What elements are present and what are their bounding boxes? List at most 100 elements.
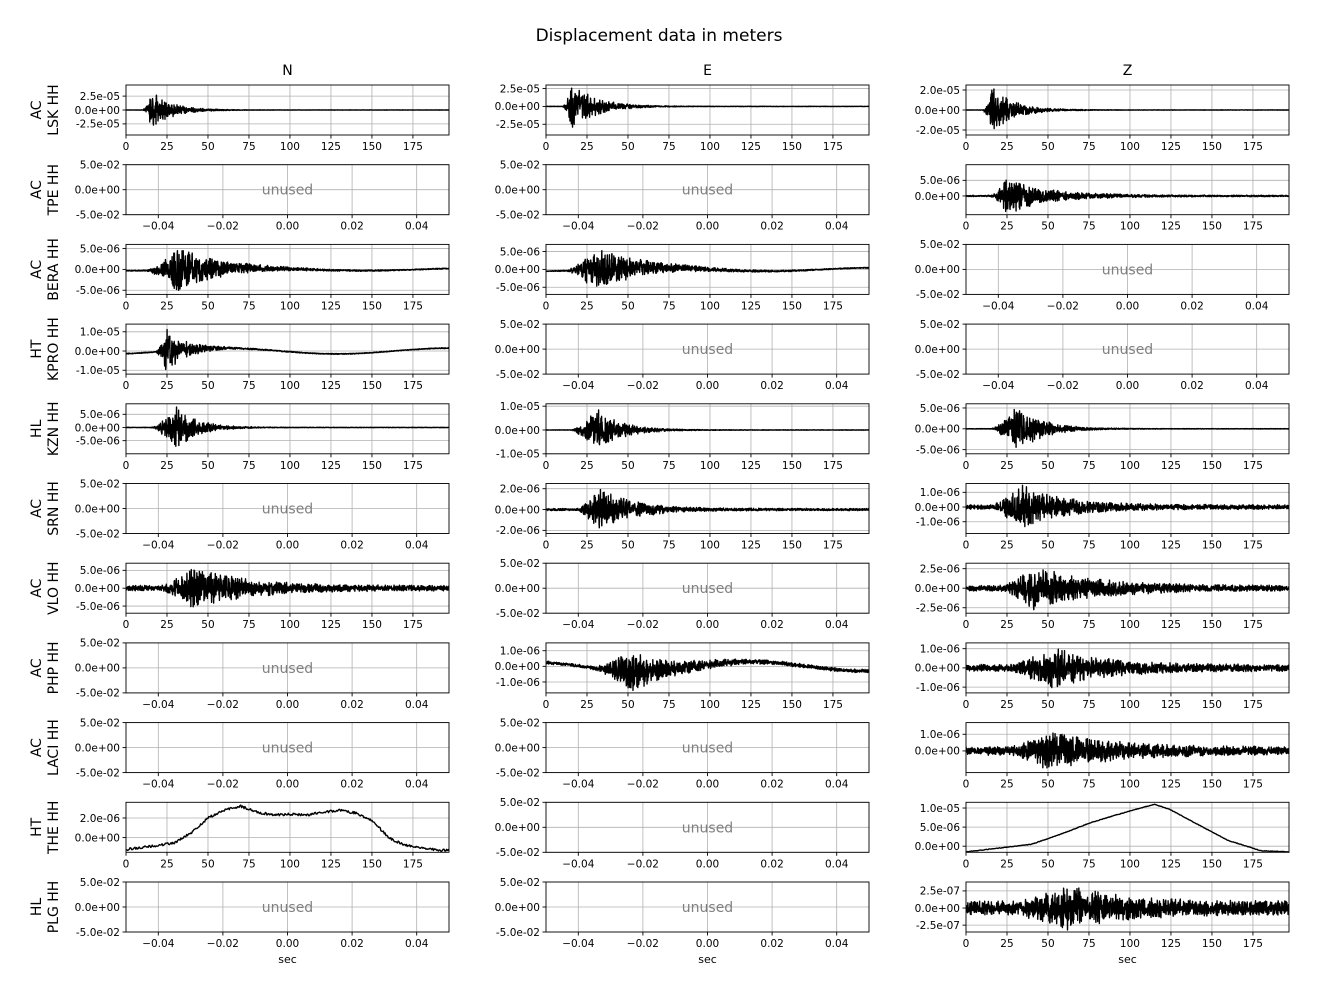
x-tick-label: 50 (621, 141, 634, 153)
x-tick-label: 0 (963, 460, 970, 472)
x-tick-label: 25 (160, 619, 173, 631)
x-tick-label: 125 (321, 619, 341, 631)
y-tick-label: -1.0e-06 (496, 677, 540, 689)
panel-php-e: 0 25 50 75 100 125 150 175 1.0e-06 0.0e+00 -1.0e-0… (495, 642, 870, 711)
axes-frame (965, 881, 1290, 933)
panel-kzn-n: 0 25 50 75 100 125 150 175 5.0e-060.0e+00-5.0e-0… (75, 403, 450, 472)
x-tick-label: 0.00 (696, 779, 719, 791)
x-tick-label: 175 (1243, 619, 1263, 631)
x-tick-label: 175 (1243, 699, 1263, 711)
x-tick-label: 0.00 (696, 858, 719, 870)
waveform-line (546, 87, 869, 128)
y-tick-label: 0.0e+00 (915, 663, 960, 675)
y-tick-label: -5.0e-02 (496, 847, 540, 859)
x-tick-label: 75 (662, 460, 675, 472)
y-tick-label: 5.0e-02 (500, 717, 540, 729)
x-tick-label: −0.02 (627, 779, 659, 791)
y-tick-label: 5.0e-06 (80, 409, 121, 421)
y-tick-label: -5.0e-02 (496, 210, 540, 222)
x-tick-label: −0.04 (142, 540, 174, 552)
x-tick-label: 0.04 (825, 380, 849, 392)
x-tick-label: 175 (403, 300, 423, 312)
y-tick-label: 5.0e-02 (80, 638, 120, 650)
x-tick-label: 0.02 (340, 699, 363, 711)
network-code: AC (29, 180, 45, 199)
panel-kpro-z: unused −0.04 −0.02 0.00 0.02 0.04 5.0e-02 0.0e+… (915, 319, 1290, 392)
y-tick-label: 2.0e-06 (80, 813, 121, 825)
x-tick-label: 25 (1000, 858, 1013, 870)
x-tick-label: 50 (621, 460, 634, 472)
panel-vlo-z: 0 25 50 75 100 125 150 175 2.5e-06 0.0e+00 -2.5e-0… (915, 562, 1290, 631)
y-tick-label: -2.5e-05 (76, 119, 120, 131)
y-tick-label: -5.0e-06 (76, 601, 120, 613)
x-tick-label: 175 (403, 141, 423, 153)
y-tick-label: 5.0e-02 (80, 160, 120, 172)
x-tick-label: 0.00 (696, 619, 719, 631)
y-tick-label: 0.0e+00 (75, 422, 120, 434)
x-tick-label: −0.04 (562, 858, 594, 870)
x-tick-label: 0.04 (405, 699, 429, 711)
y-tick-label: -5.0e-06 (76, 285, 120, 297)
network-code: AC (29, 499, 45, 518)
x-tick-label: 0 (543, 300, 550, 312)
y-tick-label: 2.5e-05 (80, 91, 120, 103)
x-tick-label: 0.02 (760, 938, 783, 950)
x-tick-label: 25 (1000, 221, 1013, 233)
unused-label: unused (1102, 262, 1153, 278)
x-tick-label: −0.02 (627, 221, 659, 233)
panel-php-n: unused −0.04 −0.02 0.00 0.02 0.04 5.0e-02 0.0e+… (75, 638, 450, 711)
figure-title: Displacement data in meters (535, 26, 783, 46)
x-tick-label: 0 (123, 380, 130, 392)
y-tick-label: 1.0e-05 (500, 401, 540, 413)
x-tick-label: 50 (621, 540, 634, 552)
y-tick-label: 5.0e-06 (920, 403, 961, 415)
y-tick-label: 0.0e+00 (75, 902, 120, 914)
station-label: ACLACI HH (29, 719, 62, 776)
network-code: AC (29, 100, 45, 119)
x-tick-label: 0 (543, 460, 550, 472)
panel-laci-z: 0 25 50 75 100 125 150 175 1.0e-06 0.0e+00 (915, 722, 1290, 791)
y-tick-label: 2.5e-07 (920, 886, 960, 898)
x-tick-label: 150 (1202, 779, 1222, 791)
x-tick-label: 0 (543, 141, 550, 153)
x-tick-label: 125 (321, 141, 341, 153)
station-code: PLG HH (46, 881, 62, 934)
x-tick-label: 50 (1041, 779, 1054, 791)
station-code: VLO HH (46, 561, 62, 614)
waveform-line (966, 484, 1289, 528)
network-code: AC (29, 658, 45, 677)
x-tick-label: 0.04 (1245, 300, 1269, 312)
y-tick-label: 5.0e-06 (920, 822, 961, 834)
x-tick-label: 100 (1120, 858, 1140, 870)
station-code: BERA HH (46, 238, 62, 301)
x-tick-label: 150 (782, 540, 802, 552)
y-tick-label: -5.0e-02 (76, 767, 120, 779)
y-tick-label: -5.0e-02 (916, 369, 960, 381)
unused-label: unused (682, 741, 733, 757)
x-tick-label: 175 (1243, 858, 1263, 870)
x-tick-label: 25 (1000, 779, 1013, 791)
x-tick-label: 125 (1161, 699, 1181, 711)
x-tick-label: 125 (321, 460, 341, 472)
y-tick-label: 0.0e+00 (75, 105, 120, 117)
network-code: HL (29, 419, 45, 438)
x-tick-label: 50 (1041, 221, 1054, 233)
unused-label: unused (682, 900, 733, 916)
y-tick-label: 0.0e+00 (915, 191, 960, 203)
y-tick-label: -2.5e-06 (916, 603, 960, 615)
x-tick-label: 0.00 (276, 699, 299, 711)
y-tick-label: 0.0e+00 (495, 344, 540, 356)
x-tick-label: 25 (160, 460, 173, 472)
x-tick-label: 100 (1120, 221, 1140, 233)
y-tick-label: 0.0e+00 (915, 583, 960, 595)
x-tick-label: 0.00 (696, 380, 719, 392)
y-tick-label: 0.0e+00 (915, 105, 960, 117)
panel-laci-n: unused −0.04 −0.02 0.00 0.02 0.04 5.0e-02 0.0e+… (75, 717, 450, 791)
x-tick-label: 100 (700, 460, 720, 472)
x-tick-label: 50 (1041, 619, 1054, 631)
x-tick-label: 0.04 (405, 540, 429, 552)
y-tick-label: -2.5e-07 (916, 920, 960, 932)
x-tick-label: 0 (963, 141, 970, 153)
x-tick-label: 125 (741, 540, 761, 552)
x-tick-label: 100 (280, 300, 300, 312)
